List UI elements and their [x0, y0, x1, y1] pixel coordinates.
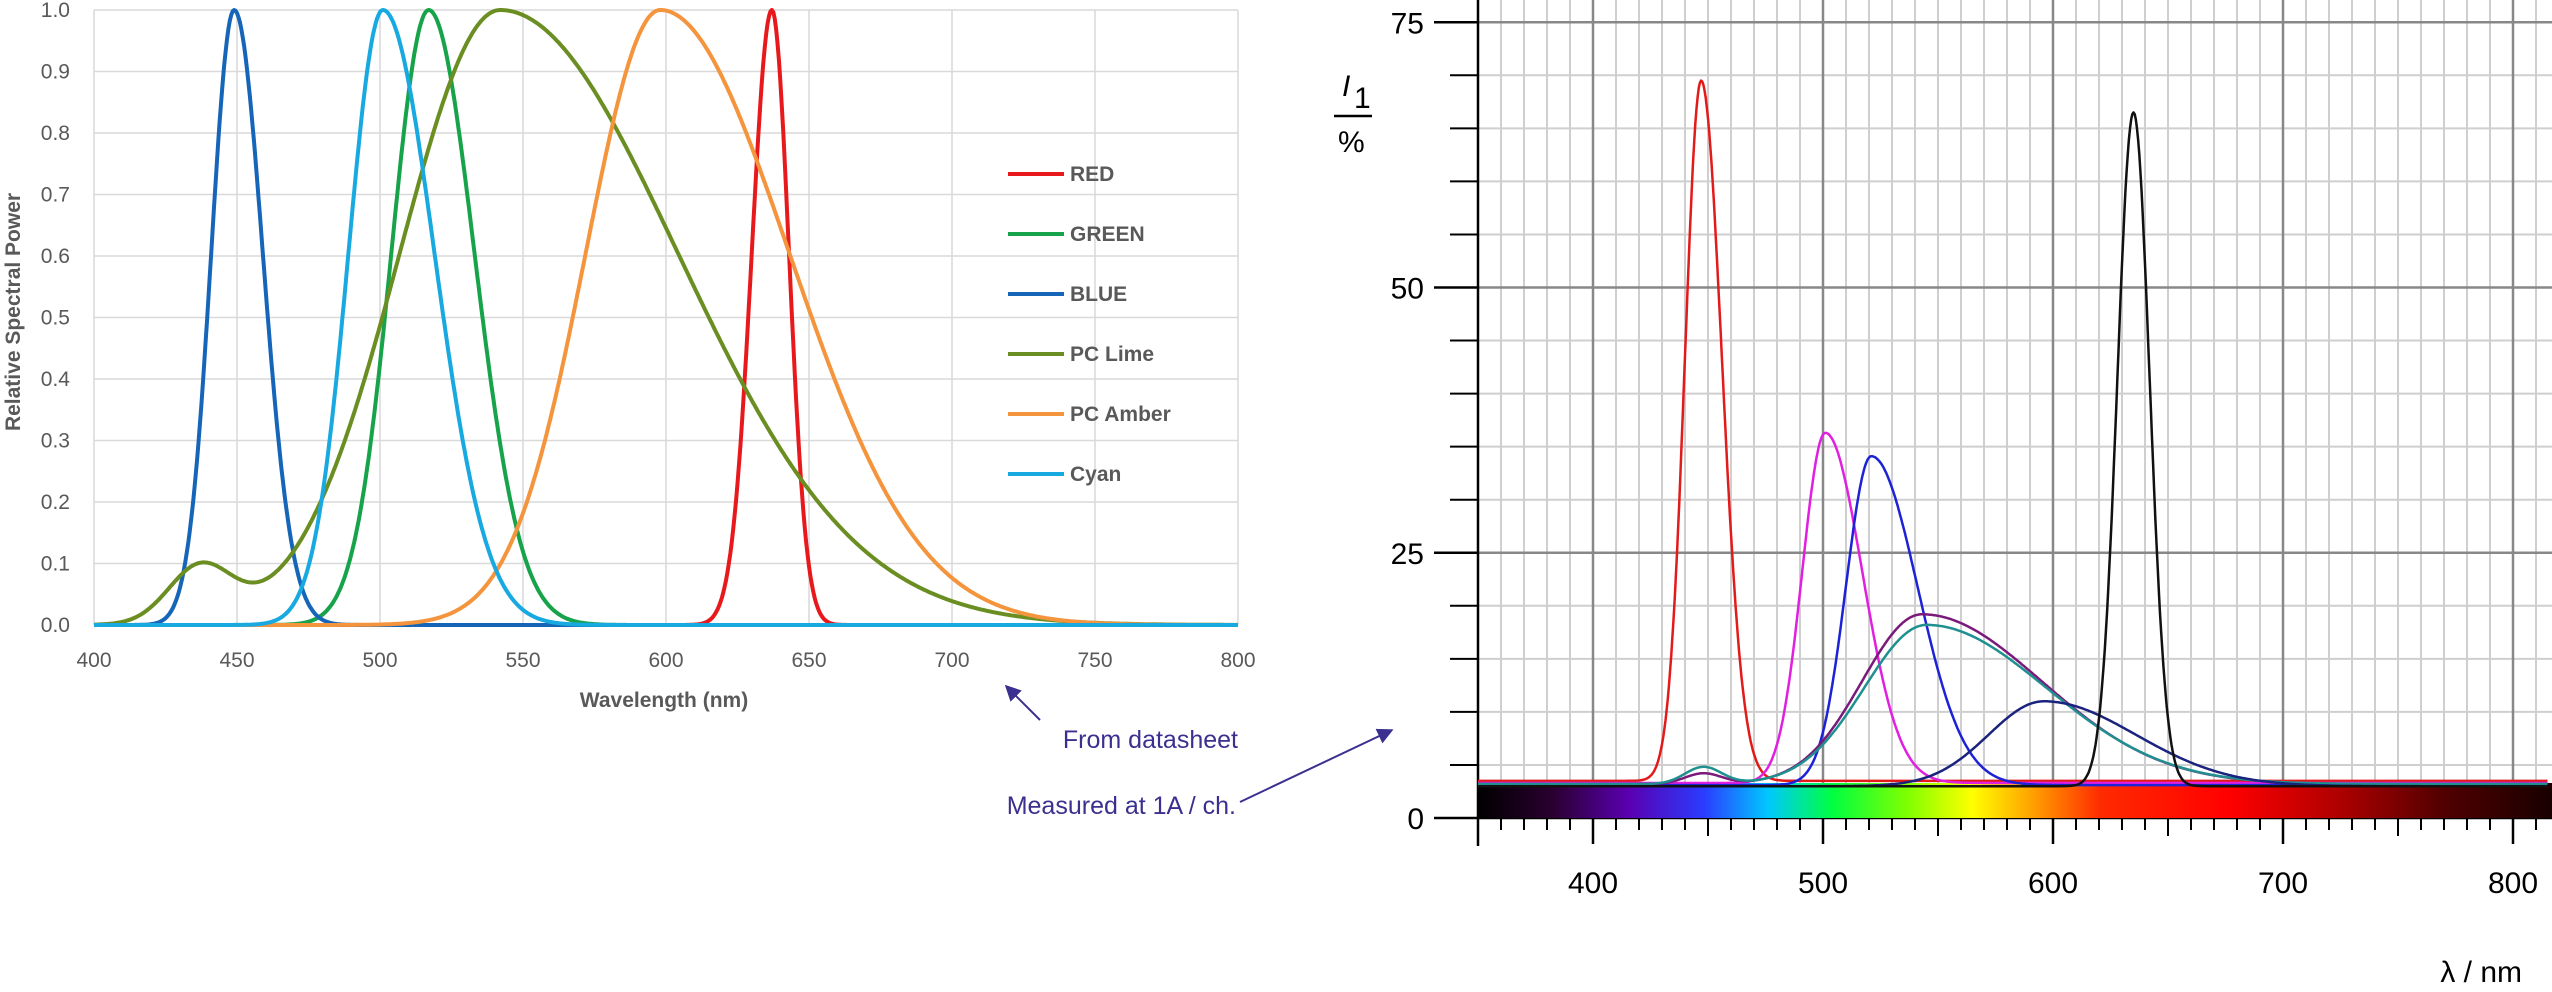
measured-series-red	[1477, 79, 2548, 783]
right-y-tick-label: 75	[1391, 7, 1424, 40]
right-series-group	[1477, 79, 2548, 788]
right-y-tick-label: 50	[1391, 273, 1424, 306]
left-x-tick-label: 650	[791, 649, 826, 672]
right-x-axis-label: λ / nm	[2440, 956, 2522, 989]
datasheet-chart: 0.0 0.1 0.2 0.3 0.4 0.5 0.6 0.7 0.8 0.9 1.0 400 450 5…	[2, 0, 1256, 712]
left-y-tick-label: 0.2	[41, 491, 70, 514]
left-x-tick-label: 400	[76, 649, 111, 672]
right-grid	[1434, 0, 2552, 846]
legend-label-green: GREEN	[1070, 223, 1145, 246]
left-x-axis-label: Wavelength (nm)	[580, 689, 748, 712]
right-x-tick-label: 700	[2258, 867, 2308, 900]
legend-label-cyan: Cyan	[1070, 463, 1121, 486]
right-tick-labels: 0 25 50 75 400 500 600 700 800	[1391, 7, 2538, 900]
left-grid	[93, 9, 1239, 626]
legend-label-pc-amber: PC Amber	[1070, 403, 1171, 426]
left-y-tick-label: 0.9	[41, 61, 70, 84]
y-axis-var: I	[1342, 70, 1350, 103]
left-y-tick-label: 0.1	[41, 553, 70, 576]
right-y-tick-label: 0	[1407, 803, 1424, 836]
left-y-tick-label: 0.5	[41, 307, 70, 330]
annotation-measured: Measured at 1A / ch.	[1007, 792, 1236, 820]
left-x-tick-label: 450	[219, 649, 254, 672]
right-x-tick-label: 400	[1568, 867, 1618, 900]
left-x-tick-label: 700	[934, 649, 969, 672]
left-y-tick-label: 1.0	[41, 0, 70, 22]
series-line-pc-amber	[93, 8, 1239, 627]
left-x-tick-label: 800	[1220, 649, 1255, 672]
left-y-axis-label: Relative Spectral Power	[2, 193, 25, 431]
annotation-from-datasheet: From datasheet	[1063, 726, 1238, 754]
left-y-tick-label: 0.7	[41, 184, 70, 207]
right-y-tick-label: 25	[1391, 538, 1424, 571]
legend-label-pc-lime: PC Lime	[1070, 343, 1154, 366]
left-y-tick-label: 0.8	[41, 122, 70, 145]
arrow-to-measured	[1239, 728, 1394, 803]
spectrum-bar	[1478, 783, 2552, 818]
left-series-group	[93, 8, 1239, 627]
annotations: From datasheet Measured at 1A / ch.	[1004, 684, 1394, 820]
left-x-tick-label: 500	[362, 649, 397, 672]
left-x-tick-label: 600	[648, 649, 683, 672]
measured-chart: 0 25 50 75 400 500 600 700 800 I 1 % λ / nm	[1334, 0, 2552, 989]
measured-series-black	[1477, 111, 2548, 788]
left-y-tick-label: 0.3	[41, 430, 70, 453]
y-axis-sub: 1	[1354, 82, 1371, 115]
left-legend: RED GREEN BLUE PC Lime PC Amber Cyan	[1008, 163, 1171, 486]
right-y-axis-label: I 1 %	[1334, 70, 1372, 159]
right-x-tick-label: 800	[2488, 867, 2538, 900]
left-y-tick-label: 0.0	[41, 614, 70, 637]
left-x-tick-label: 750	[1077, 649, 1112, 672]
left-tick-labels: 0.0 0.1 0.2 0.3 0.4 0.5 0.6 0.7 0.8 0.9 1.0 400 450 5…	[41, 0, 1256, 672]
right-x-tick-label: 600	[2028, 867, 2078, 900]
series-line-cyan	[93, 8, 1239, 627]
left-y-tick-label: 0.6	[41, 245, 70, 268]
y-axis-unit: %	[1338, 126, 1365, 159]
measured-series-teal	[1477, 623, 2548, 786]
left-y-tick-label: 0.4	[41, 368, 71, 391]
left-x-tick-label: 550	[505, 649, 540, 672]
right-x-tick-label: 500	[1798, 867, 1848, 900]
legend-label-red: RED	[1070, 163, 1114, 186]
arrow-to-datasheet	[1004, 684, 1041, 721]
legend-label-blue: BLUE	[1070, 283, 1127, 306]
